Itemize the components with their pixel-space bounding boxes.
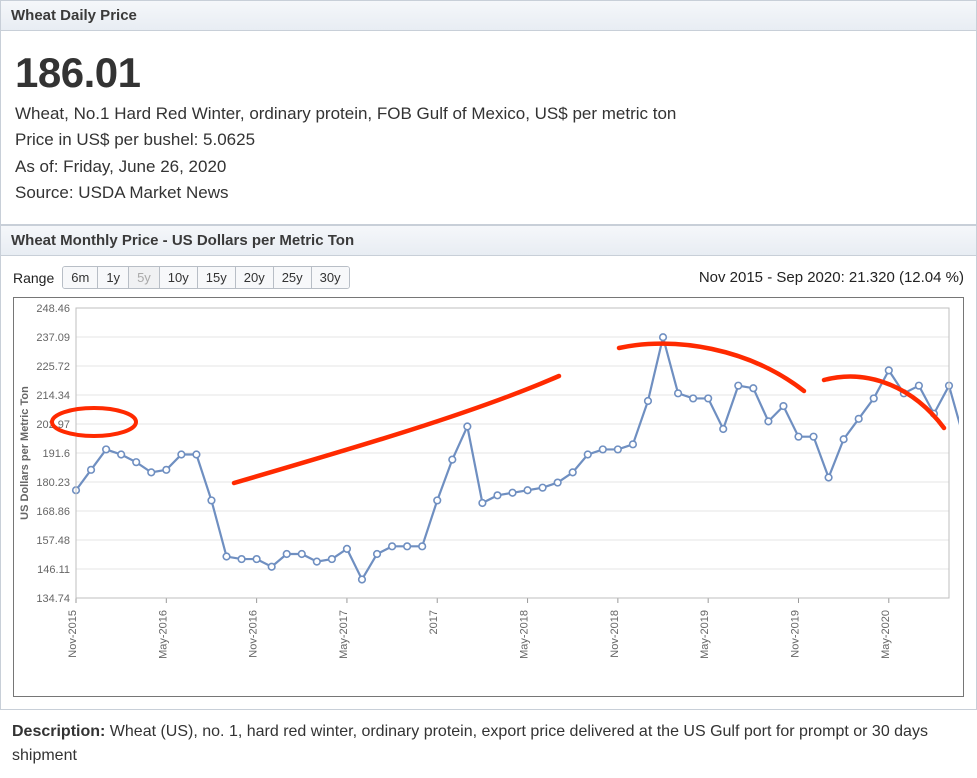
range-button-5y[interactable]: 5y xyxy=(129,267,160,288)
svg-text:2017: 2017 xyxy=(428,610,440,634)
svg-text:May-2018: May-2018 xyxy=(519,610,531,659)
svg-text:157.48: 157.48 xyxy=(36,535,70,547)
range-button-group: 6m1y5y10y15y20y25y30y xyxy=(62,266,349,289)
daily-desc-line1: Wheat, No.1 Hard Red Winter, ordinary pr… xyxy=(15,101,962,127)
price-line-chart: 134.74146.11157.48168.86180.23191.6202.9… xyxy=(14,298,959,696)
svg-text:Nov-2016: Nov-2016 xyxy=(248,610,260,658)
description-text: Wheat (US), no. 1, hard red winter, ordi… xyxy=(12,723,928,764)
svg-text:Nov-2019: Nov-2019 xyxy=(789,610,801,658)
svg-text:May-2020: May-2020 xyxy=(880,610,892,659)
chart-frame: 134.74146.11157.48168.86180.23191.6202.9… xyxy=(13,297,964,697)
range-button-10y[interactable]: 10y xyxy=(160,267,198,288)
daily-desc-line2: Price in US$ per bushel: 5.0625 xyxy=(15,127,962,153)
svg-text:180.23: 180.23 xyxy=(36,477,70,489)
range-button-1y[interactable]: 1y xyxy=(98,267,129,288)
range-button-20y[interactable]: 20y xyxy=(236,267,274,288)
svg-text:146.11: 146.11 xyxy=(37,564,70,576)
range-button-25y[interactable]: 25y xyxy=(274,267,312,288)
monthly-price-header: Wheat Monthly Price - US Dollars per Met… xyxy=(0,225,977,256)
svg-text:214.34: 214.34 xyxy=(36,390,70,402)
daily-source: Source: USDA Market News xyxy=(15,180,962,206)
daily-price-value: 186.01 xyxy=(15,49,962,97)
svg-text:May-2017: May-2017 xyxy=(338,610,350,659)
svg-text:May-2016: May-2016 xyxy=(157,610,169,659)
svg-text:US Dollars per Metric Ton: US Dollars per Metric Ton xyxy=(19,386,31,520)
svg-text:248.46: 248.46 xyxy=(36,303,70,315)
description-label: Description: xyxy=(12,723,105,740)
range-button-30y[interactable]: 30y xyxy=(312,267,349,288)
chart-controls: Range 6m1y5y10y15y20y25y30y Nov 2015 - S… xyxy=(0,256,977,297)
svg-text:Nov-2015: Nov-2015 xyxy=(67,610,79,658)
daily-price-panel: 186.01 Wheat, No.1 Hard Red Winter, ordi… xyxy=(0,31,977,225)
chart-container: 134.74146.11157.48168.86180.23191.6202.9… xyxy=(0,297,977,710)
chart-description: Description: Wheat (US), no. 1, hard red… xyxy=(0,710,977,778)
daily-asof: As of: Friday, June 26, 2020 xyxy=(15,154,962,180)
range-button-15y[interactable]: 15y xyxy=(198,267,236,288)
daily-price-header: Wheat Daily Price xyxy=(0,0,977,31)
range-summary: Nov 2015 - Sep 2020: 21.320 (12.04 %) xyxy=(699,269,964,286)
svg-text:134.74: 134.74 xyxy=(36,593,70,605)
svg-text:191.6: 191.6 xyxy=(42,448,70,460)
svg-text:225.72: 225.72 xyxy=(36,361,70,373)
svg-text:168.86: 168.86 xyxy=(36,506,70,518)
range-button-6m[interactable]: 6m xyxy=(63,267,98,288)
svg-text:Nov-2018: Nov-2018 xyxy=(609,610,621,658)
svg-text:May-2019: May-2019 xyxy=(699,610,711,659)
range-label: Range xyxy=(13,270,54,286)
svg-text:237.09: 237.09 xyxy=(36,332,70,344)
